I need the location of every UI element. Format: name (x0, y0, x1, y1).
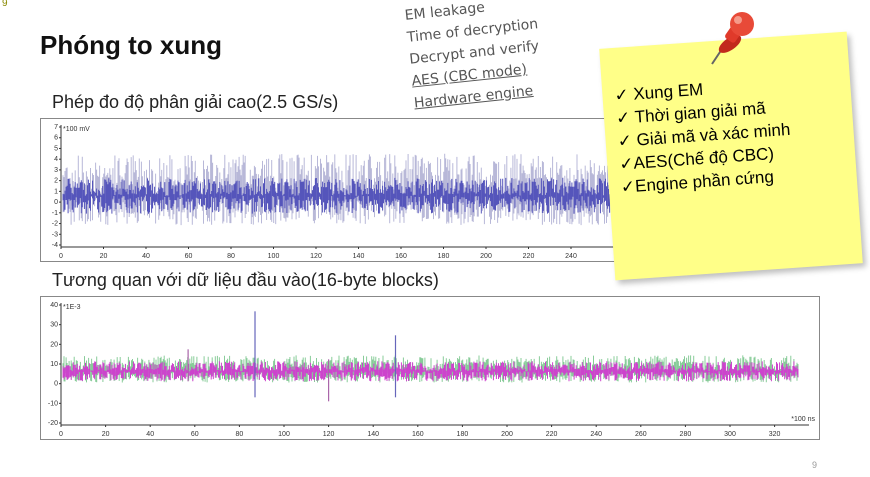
x-tick-label: 180 (457, 431, 469, 438)
corner-number: 9 (2, 0, 8, 9)
x-tick-label: 220 (546, 431, 558, 438)
x-tick-label: 160 (395, 253, 407, 260)
correlation-plot: *1E-3 40 30 20 10 0 -10 -20 0 20 40 60 80 100 120 140 16… (40, 296, 820, 440)
sticky-note: ✓ Xung EM ✓ Thời gian giải mã ✓ Giải mã … (599, 31, 863, 281)
y-tick-label: 40 (50, 302, 58, 309)
x-tick-label: 240 (590, 431, 602, 438)
y-tick-label: 7 (54, 124, 58, 131)
x-tick-label: 200 (480, 253, 492, 260)
y-tick-label: -2 (52, 221, 58, 228)
x-tick-label: 160 (412, 431, 424, 438)
x-tick-label: 300 (724, 431, 736, 438)
x-tick-label: 80 (227, 253, 235, 260)
x-tick-label: 120 (310, 253, 322, 260)
plot1-subtitle: Phép đo độ phân giải cao(2.5 GS/s) (52, 92, 339, 112)
y-tick-label: 2 (54, 178, 58, 185)
x-tick-label: 320 (769, 431, 781, 438)
axis-unit: *100 mV (63, 126, 90, 133)
x-tick-label: 0 (59, 431, 63, 438)
x-tick-label: 240 (565, 253, 577, 260)
y-tick-label: 5 (54, 145, 58, 152)
trace-core (62, 177, 633, 214)
x-tick-label: 200 (501, 431, 513, 438)
y-tick-label: 6 (54, 135, 58, 142)
x-tick-label: 140 (353, 253, 365, 260)
x-tick-label: 60 (191, 431, 199, 438)
pushpin-icon (711, 12, 754, 65)
y-tick-label: 20 (50, 341, 58, 348)
x-tick-label: 40 (142, 253, 150, 260)
y-tick-label: 30 (50, 322, 58, 329)
em-trace-plot: *100 mV 7 6 5 4 3 2 1 0 -1 -2 -3 -4 0 20 40 60 80 100 120 14… (40, 118, 640, 262)
x-tick-label: 140 (367, 431, 379, 438)
x-tick-label: 220 (523, 253, 535, 260)
x-tick-label: 280 (680, 431, 692, 438)
trace-core (62, 361, 799, 382)
x-tick-label: 20 (100, 253, 108, 260)
y-tick-label: -20 (48, 420, 58, 427)
x-axis-unit: *100 ns (791, 416, 815, 423)
x-tick-label: 60 (185, 253, 193, 260)
axis-unit: *1E-3 (63, 304, 81, 311)
x-tick-label: 40 (146, 431, 154, 438)
x-tick-label: 180 (438, 253, 450, 260)
x-tick-label: 0 (59, 253, 63, 260)
x-tick-label: 20 (102, 431, 110, 438)
x-tick-label: 100 (268, 253, 280, 260)
x-tick-label: 80 (236, 431, 244, 438)
y-tick-label: 0 (54, 199, 58, 206)
y-tick-label: 4 (54, 156, 58, 163)
x-tick-label: 120 (323, 431, 335, 438)
page-number: 9 (812, 460, 818, 470)
y-tick-label: 10 (50, 361, 58, 368)
slide-title: Phóng to xung (40, 30, 222, 60)
plot2-subtitle: Tương quan với dữ liệu đầu vào(16-byte b… (52, 270, 439, 290)
y-tick-label: -4 (52, 242, 58, 249)
y-tick-label: 0 (54, 381, 58, 388)
handwritten-notes: EM leakage Time of decryption Decrypt an… (404, 0, 586, 127)
y-tick-label: -10 (48, 400, 58, 407)
y-tick-label: -3 (52, 231, 58, 238)
y-tick-label: 3 (54, 167, 58, 174)
x-tick-label: 260 (635, 431, 647, 438)
y-tick-label: 1 (54, 188, 58, 195)
x-tick-label: 100 (278, 431, 290, 438)
y-tick-label: -1 (52, 210, 58, 217)
